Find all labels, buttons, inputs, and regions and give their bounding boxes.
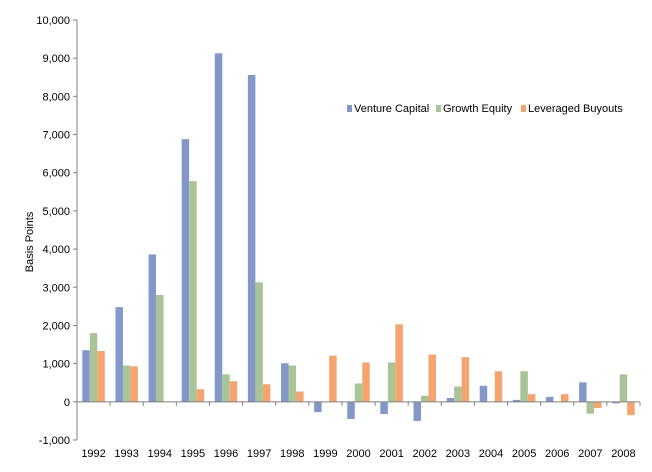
x-tick-label: 1998 xyxy=(280,448,304,460)
bar-growth-equity xyxy=(420,395,429,402)
bar-leveraged-buyouts xyxy=(362,362,370,402)
x-tick-label: 1996 xyxy=(214,448,238,460)
bar-leveraged-buyouts xyxy=(97,351,105,402)
bar-leveraged-buyouts xyxy=(527,394,536,402)
x-tick-label: 2002 xyxy=(412,448,436,460)
bar-venture-capital xyxy=(347,401,355,419)
x-tick-label: 2004 xyxy=(479,448,503,460)
x-tick-label: 2006 xyxy=(545,448,569,460)
bar-leveraged-buyouts xyxy=(627,401,635,416)
x-tick-label: 1994 xyxy=(148,448,172,460)
bar-leveraged-buyouts xyxy=(395,324,403,402)
bar-venture-capital xyxy=(446,398,455,402)
bar-leveraged-buyouts xyxy=(229,381,238,402)
legend-label: Venture Capital xyxy=(354,103,429,115)
y-tick-label: 2,000 xyxy=(42,320,70,332)
y-tick-label: 0 xyxy=(64,397,70,409)
bar-leveraged-buyouts xyxy=(262,384,271,402)
bar-venture-capital xyxy=(579,382,587,402)
x-tick-label: 2008 xyxy=(611,448,635,460)
y-tick-label: 5,000 xyxy=(42,206,70,218)
bar-venture-capital xyxy=(148,254,157,402)
x-tick-label: 1992 xyxy=(81,448,105,460)
x-tick-label: 2003 xyxy=(446,448,470,460)
y-tick-label: -1,000 xyxy=(39,435,70,447)
bar-leveraged-buyouts xyxy=(296,391,304,402)
bar-leveraged-buyouts xyxy=(560,394,569,402)
y-tick-label: 3,000 xyxy=(42,282,70,294)
bar-growth-equity xyxy=(89,333,98,402)
bar-growth-equity xyxy=(454,386,462,402)
legend-label: Leveraged Buyouts xyxy=(528,103,623,115)
bar-venture-capital xyxy=(380,401,388,415)
y-tick-label: 10,000 xyxy=(36,15,70,27)
x-tick-label: 1993 xyxy=(114,448,138,460)
bar-growth-equity xyxy=(354,383,363,402)
bar-leveraged-buyouts xyxy=(196,389,205,402)
x-tick-label: 2000 xyxy=(346,448,370,460)
y-tick-label: 6,000 xyxy=(42,168,70,180)
legend: Venture Capital Growth Equity Leveraged Bu… xyxy=(347,103,623,115)
bar-venture-capital xyxy=(82,350,90,402)
y-tick-label: 1,000 xyxy=(42,359,70,371)
bar-leveraged-buyouts xyxy=(329,355,337,402)
bar-venture-capital xyxy=(413,401,421,421)
bar-growth-equity xyxy=(156,294,164,402)
legend-swatch xyxy=(436,105,441,112)
bar-growth-equity xyxy=(288,365,297,402)
bar-venture-capital xyxy=(247,74,256,402)
y-tick-label: 7,000 xyxy=(42,130,70,142)
bar-growth-equity xyxy=(520,371,528,402)
x-axis: 1992 1993 1994 1995 1996 1997 1998 1999 2000 2001… xyxy=(76,401,641,460)
bar-venture-capital xyxy=(214,53,223,402)
y-tick-label: 4,000 xyxy=(42,244,70,256)
bar-venture-capital xyxy=(512,399,521,402)
x-tick-label: 1995 xyxy=(181,448,205,460)
x-tick-label: 2007 xyxy=(578,448,602,460)
y-axis: -1,000 0 1,000 2,000 3,000 4,000 5,000 6,000 7,0… xyxy=(36,15,78,447)
legend-label: Growth Equity xyxy=(443,103,513,115)
x-tick-label: 2005 xyxy=(512,448,536,460)
bar-growth-equity xyxy=(222,374,230,402)
bar-leveraged-buyouts xyxy=(594,401,602,408)
bar-growth-equity xyxy=(189,181,197,402)
bar-growth-equity xyxy=(387,362,396,402)
bar-venture-capital xyxy=(545,396,554,402)
legend-swatch xyxy=(347,105,352,112)
bar-venture-capital xyxy=(281,363,289,402)
legend-swatch xyxy=(521,105,526,112)
bars xyxy=(82,53,635,421)
bar-growth-equity xyxy=(586,401,595,414)
bar-leveraged-buyouts xyxy=(428,354,436,402)
bar-venture-capital xyxy=(314,401,322,413)
bar-venture-capital xyxy=(181,139,190,402)
bar-growth-equity xyxy=(255,282,263,402)
bar-venture-capital xyxy=(479,385,488,402)
bar-venture-capital xyxy=(115,307,123,402)
x-tick-label: 2001 xyxy=(379,448,403,460)
y-tick-label: 9,000 xyxy=(42,53,70,65)
bar-leveraged-buyouts xyxy=(461,357,470,402)
bar-leveraged-buyouts xyxy=(494,371,503,402)
y-axis-label: Basis Points xyxy=(24,211,36,272)
bar-venture-capital xyxy=(612,401,620,404)
bar-growth-equity xyxy=(122,365,131,402)
y-tick-label: 8,000 xyxy=(42,91,70,103)
x-tick-label: 1997 xyxy=(247,448,271,460)
bar-growth-equity xyxy=(619,374,628,402)
x-tick-label: 1999 xyxy=(313,448,337,460)
bar-leveraged-buyouts xyxy=(130,366,138,402)
